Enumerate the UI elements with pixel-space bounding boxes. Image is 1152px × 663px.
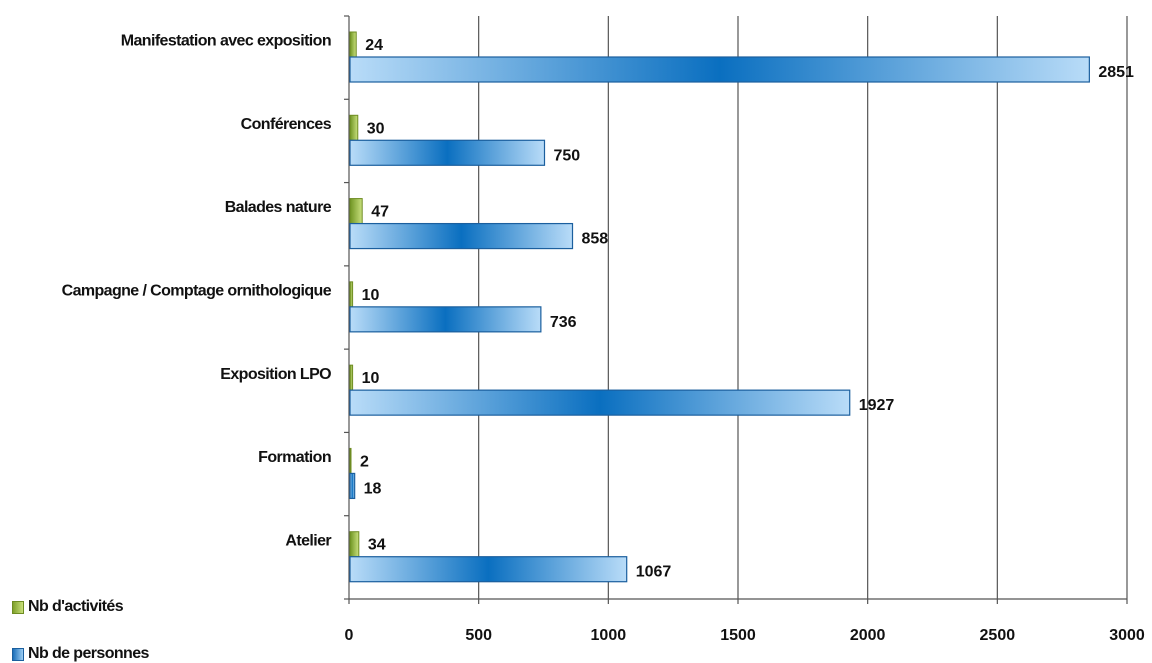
data-label-persons: 1927 [859, 397, 895, 414]
bar-persons [349, 556, 628, 583]
category-label: Formation [258, 449, 331, 466]
data-label-persons: 736 [550, 314, 577, 331]
gridlines [478, 16, 1128, 599]
bar-activities [349, 281, 354, 308]
x-tick-label: 1000 [591, 627, 627, 644]
legend-label-activities: Nb d'activités [28, 598, 124, 615]
x-tick-label: 3000 [1109, 627, 1145, 644]
category-label: Conférences [241, 116, 332, 133]
bar-persons [349, 472, 356, 500]
x-tick-label: 2500 [980, 627, 1016, 644]
category-label: Exposition LPO [220, 366, 331, 383]
bar-activities [349, 198, 363, 225]
data-label-activities: 10 [362, 370, 380, 387]
legend-item-persons: Nb de personnes [12, 645, 149, 663]
data-label-activities: 24 [365, 37, 383, 54]
data-label-persons: 1067 [636, 564, 672, 581]
bar-activities [349, 447, 352, 474]
data-label-activities: 10 [362, 287, 380, 304]
data-label-activities: 34 [368, 537, 386, 554]
category-label: Balades nature [225, 199, 332, 216]
category-label: Atelier [285, 532, 331, 549]
x-tick-label: 500 [465, 627, 492, 644]
legend-swatch-persons [12, 647, 24, 661]
axes [344, 15, 1128, 604]
x-tick-label: 1500 [720, 627, 756, 644]
x-tick-label: 0 [345, 627, 354, 644]
labels: 0 500 1000 1500 2000 2500 3000 Manifestation av… [62, 33, 1145, 644]
bar-persons [349, 139, 546, 166]
bar-persons [349, 306, 542, 333]
data-label-persons: 2851 [1098, 64, 1134, 81]
data-label-activities: 30 [367, 120, 385, 137]
legend-label-persons: Nb de personnes [28, 645, 149, 662]
bar-persons [349, 56, 1090, 83]
bar-activities [349, 531, 360, 558]
bars [349, 31, 1090, 583]
bar-persons [349, 389, 851, 416]
data-label-persons: 750 [554, 147, 581, 164]
x-tick-label: 2000 [850, 627, 886, 644]
data-label-persons: 18 [364, 480, 382, 497]
bar-activities [349, 31, 357, 58]
legend-item-activities: Nb d'activités [12, 598, 124, 616]
data-label-activities: 47 [371, 204, 389, 221]
bar-persons [349, 222, 574, 250]
data-label-activities: 2 [360, 453, 369, 470]
data-label-persons: 858 [582, 231, 609, 248]
bar-activities [349, 114, 359, 141]
category-label: Campagne / Comptage ornithologique [62, 283, 332, 300]
legend-swatch-activities [12, 600, 24, 614]
category-label: Manifestation avec exposition [121, 33, 331, 50]
bar-activities [349, 364, 354, 391]
